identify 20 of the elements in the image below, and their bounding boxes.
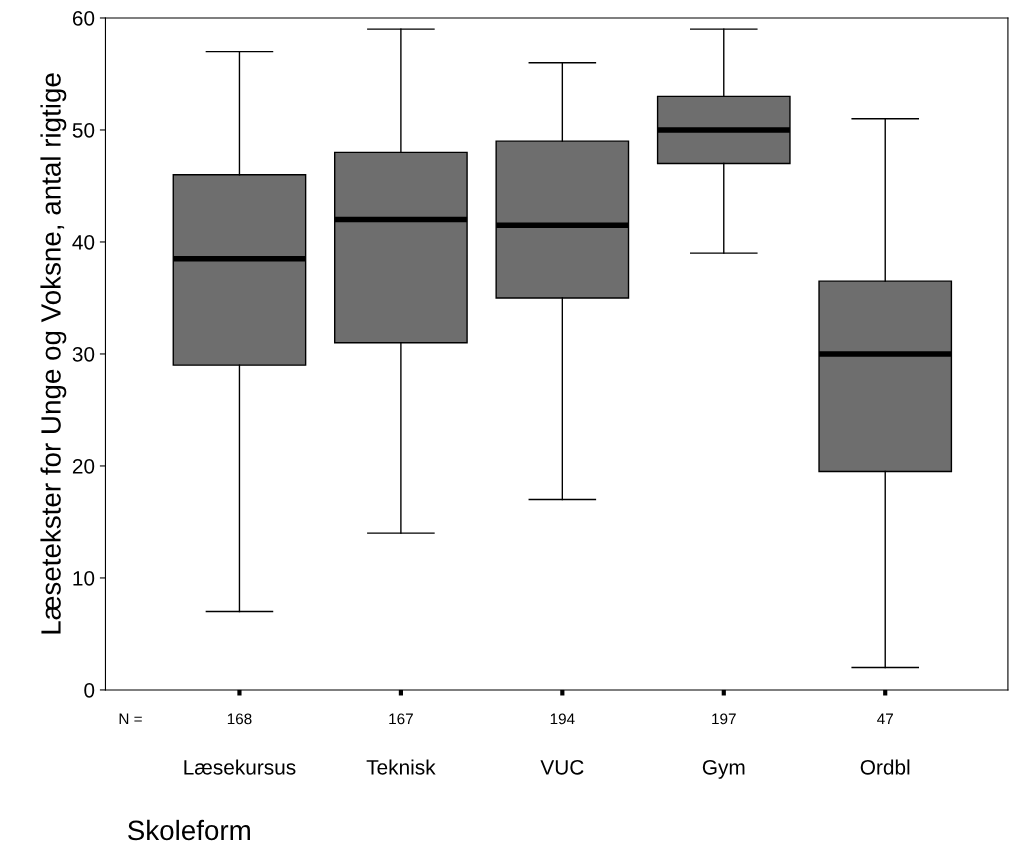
y-tick-label: 20	[72, 458, 95, 474]
x-axis-title: Skoleform	[128, 819, 250, 841]
x-tick-label: Gym	[702, 759, 745, 779]
x-tick-label: Teknisk	[366, 759, 436, 775]
text: 47	[877, 713, 893, 725]
y-tick-label: 30	[72, 346, 95, 362]
y-tick-label: 60	[72, 10, 95, 26]
text: 194	[550, 713, 575, 725]
text: 168	[227, 713, 252, 725]
y-axis-title: Læsetekster for Unge og Voksne, antal rigtige	[40, 73, 67, 634]
y-tick-label: 40	[72, 234, 95, 250]
y-tick-label: 50	[72, 122, 95, 138]
x-tick-label: Læsekursus	[184, 759, 296, 775]
y-tick-label: 10	[73, 570, 95, 586]
text: 167	[389, 713, 413, 725]
x-tick-label: Ordbl	[860, 759, 910, 775]
y-tick-label: 0	[84, 682, 95, 698]
text: N =	[119, 713, 142, 725]
text: 197	[712, 713, 736, 725]
x-tick-label: VUC	[540, 759, 584, 775]
